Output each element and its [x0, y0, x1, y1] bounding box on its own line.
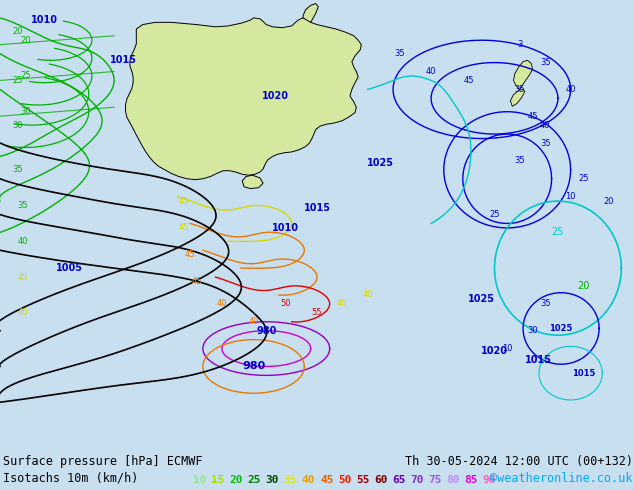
Text: 30: 30: [13, 121, 23, 130]
Text: 40: 40: [363, 291, 373, 299]
Text: 50: 50: [338, 475, 352, 485]
Text: 1015: 1015: [526, 355, 552, 365]
Text: 1020: 1020: [262, 91, 289, 101]
Text: 980: 980: [242, 362, 265, 371]
Text: 1010: 1010: [31, 15, 58, 25]
Text: 80: 80: [446, 475, 460, 485]
Text: 25: 25: [489, 210, 500, 219]
Text: 90: 90: [482, 475, 496, 485]
Text: 1025: 1025: [469, 294, 495, 304]
Text: 15: 15: [212, 475, 225, 485]
Text: 25: 25: [248, 475, 261, 485]
Polygon shape: [303, 3, 318, 23]
Text: 45: 45: [185, 250, 195, 259]
Text: 40: 40: [426, 67, 436, 76]
Text: 980: 980: [256, 326, 276, 336]
Text: 40: 40: [302, 475, 315, 485]
Text: 35: 35: [515, 156, 525, 166]
Polygon shape: [510, 89, 525, 106]
Text: 20: 20: [13, 27, 23, 36]
Text: 75: 75: [429, 475, 442, 485]
Text: 45: 45: [191, 277, 202, 286]
Polygon shape: [514, 60, 533, 89]
Text: 1010: 1010: [272, 223, 299, 233]
Text: 25: 25: [20, 72, 31, 80]
Text: 1015: 1015: [110, 55, 137, 65]
Text: 1005: 1005: [56, 263, 83, 273]
Text: 65: 65: [392, 475, 406, 485]
Text: 10: 10: [502, 344, 512, 353]
Text: 10: 10: [193, 475, 207, 485]
Text: 35: 35: [13, 165, 23, 174]
Polygon shape: [242, 175, 263, 189]
Text: 40: 40: [249, 317, 259, 326]
Text: Th 30-05-2024 12:00 UTC (00+132): Th 30-05-2024 12:00 UTC (00+132): [404, 455, 633, 467]
Text: 20: 20: [604, 196, 614, 206]
Text: 70: 70: [410, 475, 424, 485]
Text: 1015: 1015: [304, 203, 330, 213]
Text: 35: 35: [284, 475, 297, 485]
Text: 45: 45: [320, 475, 333, 485]
Text: 40: 40: [540, 121, 550, 130]
Text: Isotachs 10m (km/h): Isotachs 10m (km/h): [3, 472, 139, 485]
Text: 45: 45: [179, 223, 189, 232]
Text: 45: 45: [464, 76, 474, 85]
Text: 1025: 1025: [550, 324, 573, 333]
Text: 45: 45: [527, 112, 538, 121]
Text: 35: 35: [18, 201, 29, 210]
Text: 55: 55: [356, 475, 370, 485]
Text: 35: 35: [540, 58, 550, 67]
Text: 20: 20: [20, 36, 31, 45]
Text: ©weatheronline.co.uk: ©weatheronline.co.uk: [490, 472, 633, 485]
Text: Surface pressure [hPa] ECMWF: Surface pressure [hPa] ECMWF: [3, 455, 203, 467]
Text: 3: 3: [517, 40, 522, 49]
Text: 60: 60: [374, 475, 388, 485]
Text: 30: 30: [20, 107, 31, 116]
Text: 25: 25: [552, 227, 564, 237]
Text: 20: 20: [577, 281, 590, 291]
Text: 40: 40: [337, 299, 347, 308]
Text: 45: 45: [179, 196, 189, 206]
Text: 40: 40: [566, 85, 576, 94]
Text: 35: 35: [394, 49, 404, 58]
Text: 40: 40: [18, 308, 29, 318]
Polygon shape: [126, 18, 361, 180]
Text: 55: 55: [312, 308, 322, 318]
Text: 85: 85: [465, 475, 478, 485]
Text: 1020: 1020: [481, 346, 508, 356]
Text: 35: 35: [540, 299, 550, 308]
Text: 40: 40: [217, 299, 227, 308]
Text: 30: 30: [266, 475, 279, 485]
Text: 35: 35: [515, 85, 525, 94]
Text: 45: 45: [18, 272, 29, 282]
Text: 20: 20: [230, 475, 243, 485]
Text: 50: 50: [280, 299, 290, 308]
Text: 25: 25: [578, 174, 588, 183]
Text: 40: 40: [18, 237, 29, 246]
Text: 25: 25: [13, 76, 23, 85]
Text: 35: 35: [540, 139, 550, 147]
Text: 1015: 1015: [572, 368, 595, 378]
Text: 30: 30: [527, 326, 538, 335]
Text: 1025: 1025: [367, 158, 394, 168]
Text: 10: 10: [566, 192, 576, 201]
